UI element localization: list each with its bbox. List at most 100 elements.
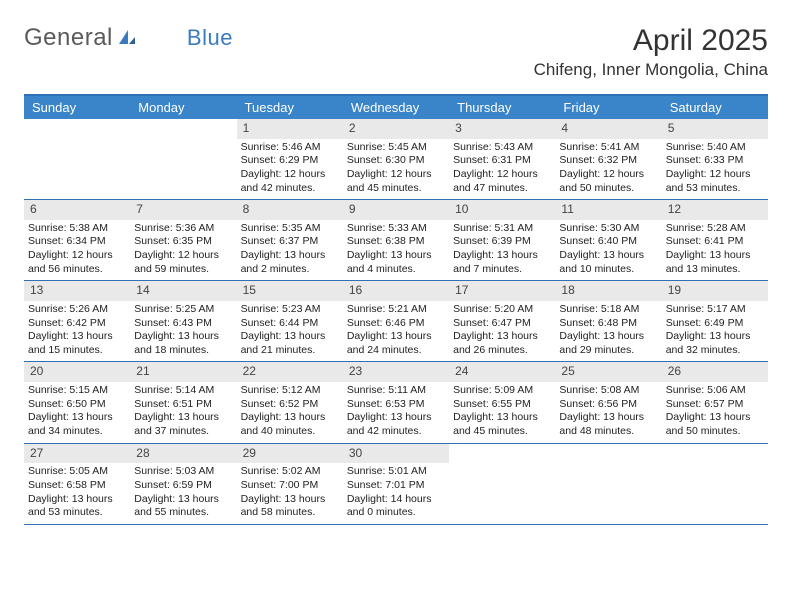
sunset-text: Sunset: 6:56 PM	[559, 398, 657, 412]
week-row: 1Sunrise: 5:46 AMSunset: 6:29 PMDaylight…	[24, 119, 768, 200]
daylight-text: Daylight: 14 hours and 0 minutes.	[347, 493, 445, 520]
day-body: Sunrise: 5:15 AMSunset: 6:50 PMDaylight:…	[24, 382, 130, 443]
day-body: Sunrise: 5:03 AMSunset: 6:59 PMDaylight:…	[130, 463, 236, 524]
daylight-text: Daylight: 13 hours and 32 minutes.	[666, 330, 764, 357]
day-body: Sunrise: 5:01 AMSunset: 7:01 PMDaylight:…	[343, 463, 449, 524]
daylight-text: Daylight: 13 hours and 50 minutes.	[666, 411, 764, 438]
daylight-text: Daylight: 13 hours and 18 minutes.	[134, 330, 232, 357]
dayhead-sat: Saturday	[662, 96, 768, 119]
empty-cell	[662, 444, 768, 524]
day-cell: 14Sunrise: 5:25 AMSunset: 6:43 PMDayligh…	[130, 281, 236, 361]
day-cell: 4Sunrise: 5:41 AMSunset: 6:32 PMDaylight…	[555, 119, 661, 199]
daylight-text: Daylight: 12 hours and 50 minutes.	[559, 168, 657, 195]
day-cell: 24Sunrise: 5:09 AMSunset: 6:55 PMDayligh…	[449, 362, 555, 442]
logo: General Blue	[24, 24, 233, 52]
daylight-text: Daylight: 13 hours and 53 minutes.	[28, 493, 126, 520]
daylight-text: Daylight: 13 hours and 26 minutes.	[453, 330, 551, 357]
sunrise-text: Sunrise: 5:01 AM	[347, 465, 445, 479]
empty-cell	[555, 444, 661, 524]
sunset-text: Sunset: 6:52 PM	[241, 398, 339, 412]
sunrise-text: Sunrise: 5:02 AM	[241, 465, 339, 479]
sunset-text: Sunset: 6:33 PM	[666, 154, 764, 168]
sunset-text: Sunset: 6:48 PM	[559, 317, 657, 331]
daylight-text: Daylight: 13 hours and 13 minutes.	[666, 249, 764, 276]
day-body: Sunrise: 5:05 AMSunset: 6:58 PMDaylight:…	[24, 463, 130, 524]
sunrise-text: Sunrise: 5:23 AM	[241, 303, 339, 317]
logo-text-blue: Blue	[187, 25, 233, 51]
week-row: 6Sunrise: 5:38 AMSunset: 6:34 PMDaylight…	[24, 200, 768, 281]
weeks-container: 1Sunrise: 5:46 AMSunset: 6:29 PMDaylight…	[24, 119, 768, 525]
sunset-text: Sunset: 6:38 PM	[347, 235, 445, 249]
sunrise-text: Sunrise: 5:20 AM	[453, 303, 551, 317]
day-number: 24	[449, 362, 555, 382]
sunrise-text: Sunrise: 5:11 AM	[347, 384, 445, 398]
day-body: Sunrise: 5:21 AMSunset: 6:46 PMDaylight:…	[343, 301, 449, 362]
day-cell: 15Sunrise: 5:23 AMSunset: 6:44 PMDayligh…	[237, 281, 343, 361]
sunset-text: Sunset: 6:31 PM	[453, 154, 551, 168]
title-block: April 2025 Chifeng, Inner Mongolia, Chin…	[534, 24, 768, 80]
sunrise-text: Sunrise: 5:12 AM	[241, 384, 339, 398]
day-body: Sunrise: 5:35 AMSunset: 6:37 PMDaylight:…	[237, 220, 343, 281]
day-cell: 5Sunrise: 5:40 AMSunset: 6:33 PMDaylight…	[662, 119, 768, 199]
sunrise-text: Sunrise: 5:31 AM	[453, 222, 551, 236]
day-number: 9	[343, 200, 449, 220]
sunrise-text: Sunrise: 5:45 AM	[347, 141, 445, 155]
day-cell: 27Sunrise: 5:05 AMSunset: 6:58 PMDayligh…	[24, 444, 130, 524]
day-cell: 28Sunrise: 5:03 AMSunset: 6:59 PMDayligh…	[130, 444, 236, 524]
day-body: Sunrise: 5:12 AMSunset: 6:52 PMDaylight:…	[237, 382, 343, 443]
sunrise-text: Sunrise: 5:33 AM	[347, 222, 445, 236]
sunrise-text: Sunrise: 5:15 AM	[28, 384, 126, 398]
day-body: Sunrise: 5:25 AMSunset: 6:43 PMDaylight:…	[130, 301, 236, 362]
sunset-text: Sunset: 6:39 PM	[453, 235, 551, 249]
daylight-text: Daylight: 12 hours and 59 minutes.	[134, 249, 232, 276]
day-body: Sunrise: 5:09 AMSunset: 6:55 PMDaylight:…	[449, 382, 555, 443]
daylight-text: Daylight: 13 hours and 29 minutes.	[559, 330, 657, 357]
day-body: Sunrise: 5:43 AMSunset: 6:31 PMDaylight:…	[449, 139, 555, 200]
daylight-text: Daylight: 13 hours and 7 minutes.	[453, 249, 551, 276]
day-body: Sunrise: 5:17 AMSunset: 6:49 PMDaylight:…	[662, 301, 768, 362]
day-body: Sunrise: 5:18 AMSunset: 6:48 PMDaylight:…	[555, 301, 661, 362]
day-cell: 20Sunrise: 5:15 AMSunset: 6:50 PMDayligh…	[24, 362, 130, 442]
day-body: Sunrise: 5:41 AMSunset: 6:32 PMDaylight:…	[555, 139, 661, 200]
day-number: 18	[555, 281, 661, 301]
day-body: Sunrise: 5:30 AMSunset: 6:40 PMDaylight:…	[555, 220, 661, 281]
day-cell: 19Sunrise: 5:17 AMSunset: 6:49 PMDayligh…	[662, 281, 768, 361]
day-number: 8	[237, 200, 343, 220]
day-body: Sunrise: 5:26 AMSunset: 6:42 PMDaylight:…	[24, 301, 130, 362]
day-cell: 18Sunrise: 5:18 AMSunset: 6:48 PMDayligh…	[555, 281, 661, 361]
day-number: 10	[449, 200, 555, 220]
daylight-text: Daylight: 13 hours and 45 minutes.	[453, 411, 551, 438]
day-number: 3	[449, 119, 555, 139]
day-number: 6	[24, 200, 130, 220]
day-body: Sunrise: 5:23 AMSunset: 6:44 PMDaylight:…	[237, 301, 343, 362]
empty-cell	[449, 444, 555, 524]
day-cell: 17Sunrise: 5:20 AMSunset: 6:47 PMDayligh…	[449, 281, 555, 361]
day-number: 26	[662, 362, 768, 382]
calendar: Sunday Monday Tuesday Wednesday Thursday…	[24, 94, 768, 525]
sunrise-text: Sunrise: 5:17 AM	[666, 303, 764, 317]
week-row: 20Sunrise: 5:15 AMSunset: 6:50 PMDayligh…	[24, 362, 768, 443]
day-cell: 6Sunrise: 5:38 AMSunset: 6:34 PMDaylight…	[24, 200, 130, 280]
sunset-text: Sunset: 6:29 PM	[241, 154, 339, 168]
day-number: 16	[343, 281, 449, 301]
sunrise-text: Sunrise: 5:26 AM	[28, 303, 126, 317]
daylight-text: Daylight: 13 hours and 21 minutes.	[241, 330, 339, 357]
day-cell: 26Sunrise: 5:06 AMSunset: 6:57 PMDayligh…	[662, 362, 768, 442]
sunrise-text: Sunrise: 5:43 AM	[453, 141, 551, 155]
sunset-text: Sunset: 6:53 PM	[347, 398, 445, 412]
sunset-text: Sunset: 6:50 PM	[28, 398, 126, 412]
daylight-text: Daylight: 13 hours and 40 minutes.	[241, 411, 339, 438]
day-body: Sunrise: 5:46 AMSunset: 6:29 PMDaylight:…	[237, 139, 343, 200]
day-number: 20	[24, 362, 130, 382]
sunrise-text: Sunrise: 5:41 AM	[559, 141, 657, 155]
logo-text-general: General	[24, 24, 113, 52]
day-cell: 3Sunrise: 5:43 AMSunset: 6:31 PMDaylight…	[449, 119, 555, 199]
day-cell: 2Sunrise: 5:45 AMSunset: 6:30 PMDaylight…	[343, 119, 449, 199]
day-cell: 9Sunrise: 5:33 AMSunset: 6:38 PMDaylight…	[343, 200, 449, 280]
day-body: Sunrise: 5:36 AMSunset: 6:35 PMDaylight:…	[130, 220, 236, 281]
day-body: Sunrise: 5:08 AMSunset: 6:56 PMDaylight:…	[555, 382, 661, 443]
day-header-row: Sunday Monday Tuesday Wednesday Thursday…	[24, 96, 768, 119]
day-number: 15	[237, 281, 343, 301]
daylight-text: Daylight: 12 hours and 45 minutes.	[347, 168, 445, 195]
day-cell: 1Sunrise: 5:46 AMSunset: 6:29 PMDaylight…	[237, 119, 343, 199]
